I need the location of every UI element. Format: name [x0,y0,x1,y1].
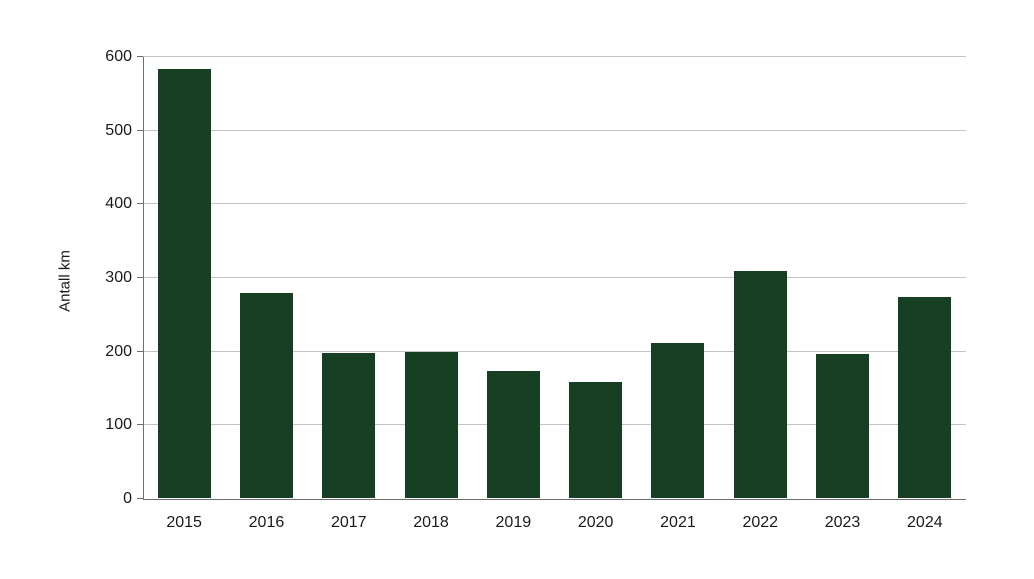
y-tick-mark-300 [137,277,143,278]
y-tick-label-500: 500 [105,121,132,139]
bar-2024 [898,296,952,498]
x-tick-label-2015: 2015 [166,514,202,531]
bar-2020 [569,382,623,498]
x-tick-label-2021: 2021 [660,514,696,531]
gridline-300 [143,277,966,278]
x-axis-tick-labels: 2015 2016 2017 2018 2019 2020 2021 2022 2023 2024 [143,513,966,535]
x-tick-label-2020: 2020 [577,514,614,531]
x-tick-label-2017: 2017 [330,514,367,531]
y-tick-label-200: 200 [105,342,132,360]
y-tick-mark-100 [137,424,143,426]
y-tick-mark-0 [137,498,143,499]
y-tick-label-400: 400 [105,195,132,213]
x-tick-label-2022: 2022 [742,514,779,531]
x-axis-line [143,499,966,500]
x-tick-label-2024: 2024 [907,514,943,531]
x-tick-label-2019: 2019 [495,514,532,531]
plot-area [143,56,966,499]
y-tick-label-100: 100 [105,416,132,434]
gridline-200 [143,350,966,352]
bar-2022 [733,271,787,498]
bar-2019 [486,370,540,498]
y-axis-tick-labels: 0 100 200 300 400 500 600 [0,48,132,507]
bar-2015 [157,68,211,498]
y-tick-mark-200 [137,350,143,352]
gridline-600 [143,56,966,57]
bar-2017 [322,352,376,498]
x-tick-label-2018: 2018 [413,514,449,531]
bar-2018 [404,352,458,498]
bar-2021 [651,343,705,498]
y-axis-line [143,57,144,499]
bar-2016 [239,293,293,498]
y-tick-label-300: 300 [105,269,132,286]
gridline-400 [143,203,966,205]
gridline-100 [143,424,966,426]
bar-2023 [816,353,870,498]
gridline-500 [143,129,966,131]
y-tick-mark-600 [137,56,143,57]
x-tick-label-2023: 2023 [824,514,861,531]
x-tick-label-2016: 2016 [248,514,285,531]
y-tick-mark-500 [137,129,143,131]
y-tick-label-0: 0 [123,490,132,507]
y-tick-mark-400 [137,203,143,205]
y-tick-label-600: 600 [105,48,132,65]
